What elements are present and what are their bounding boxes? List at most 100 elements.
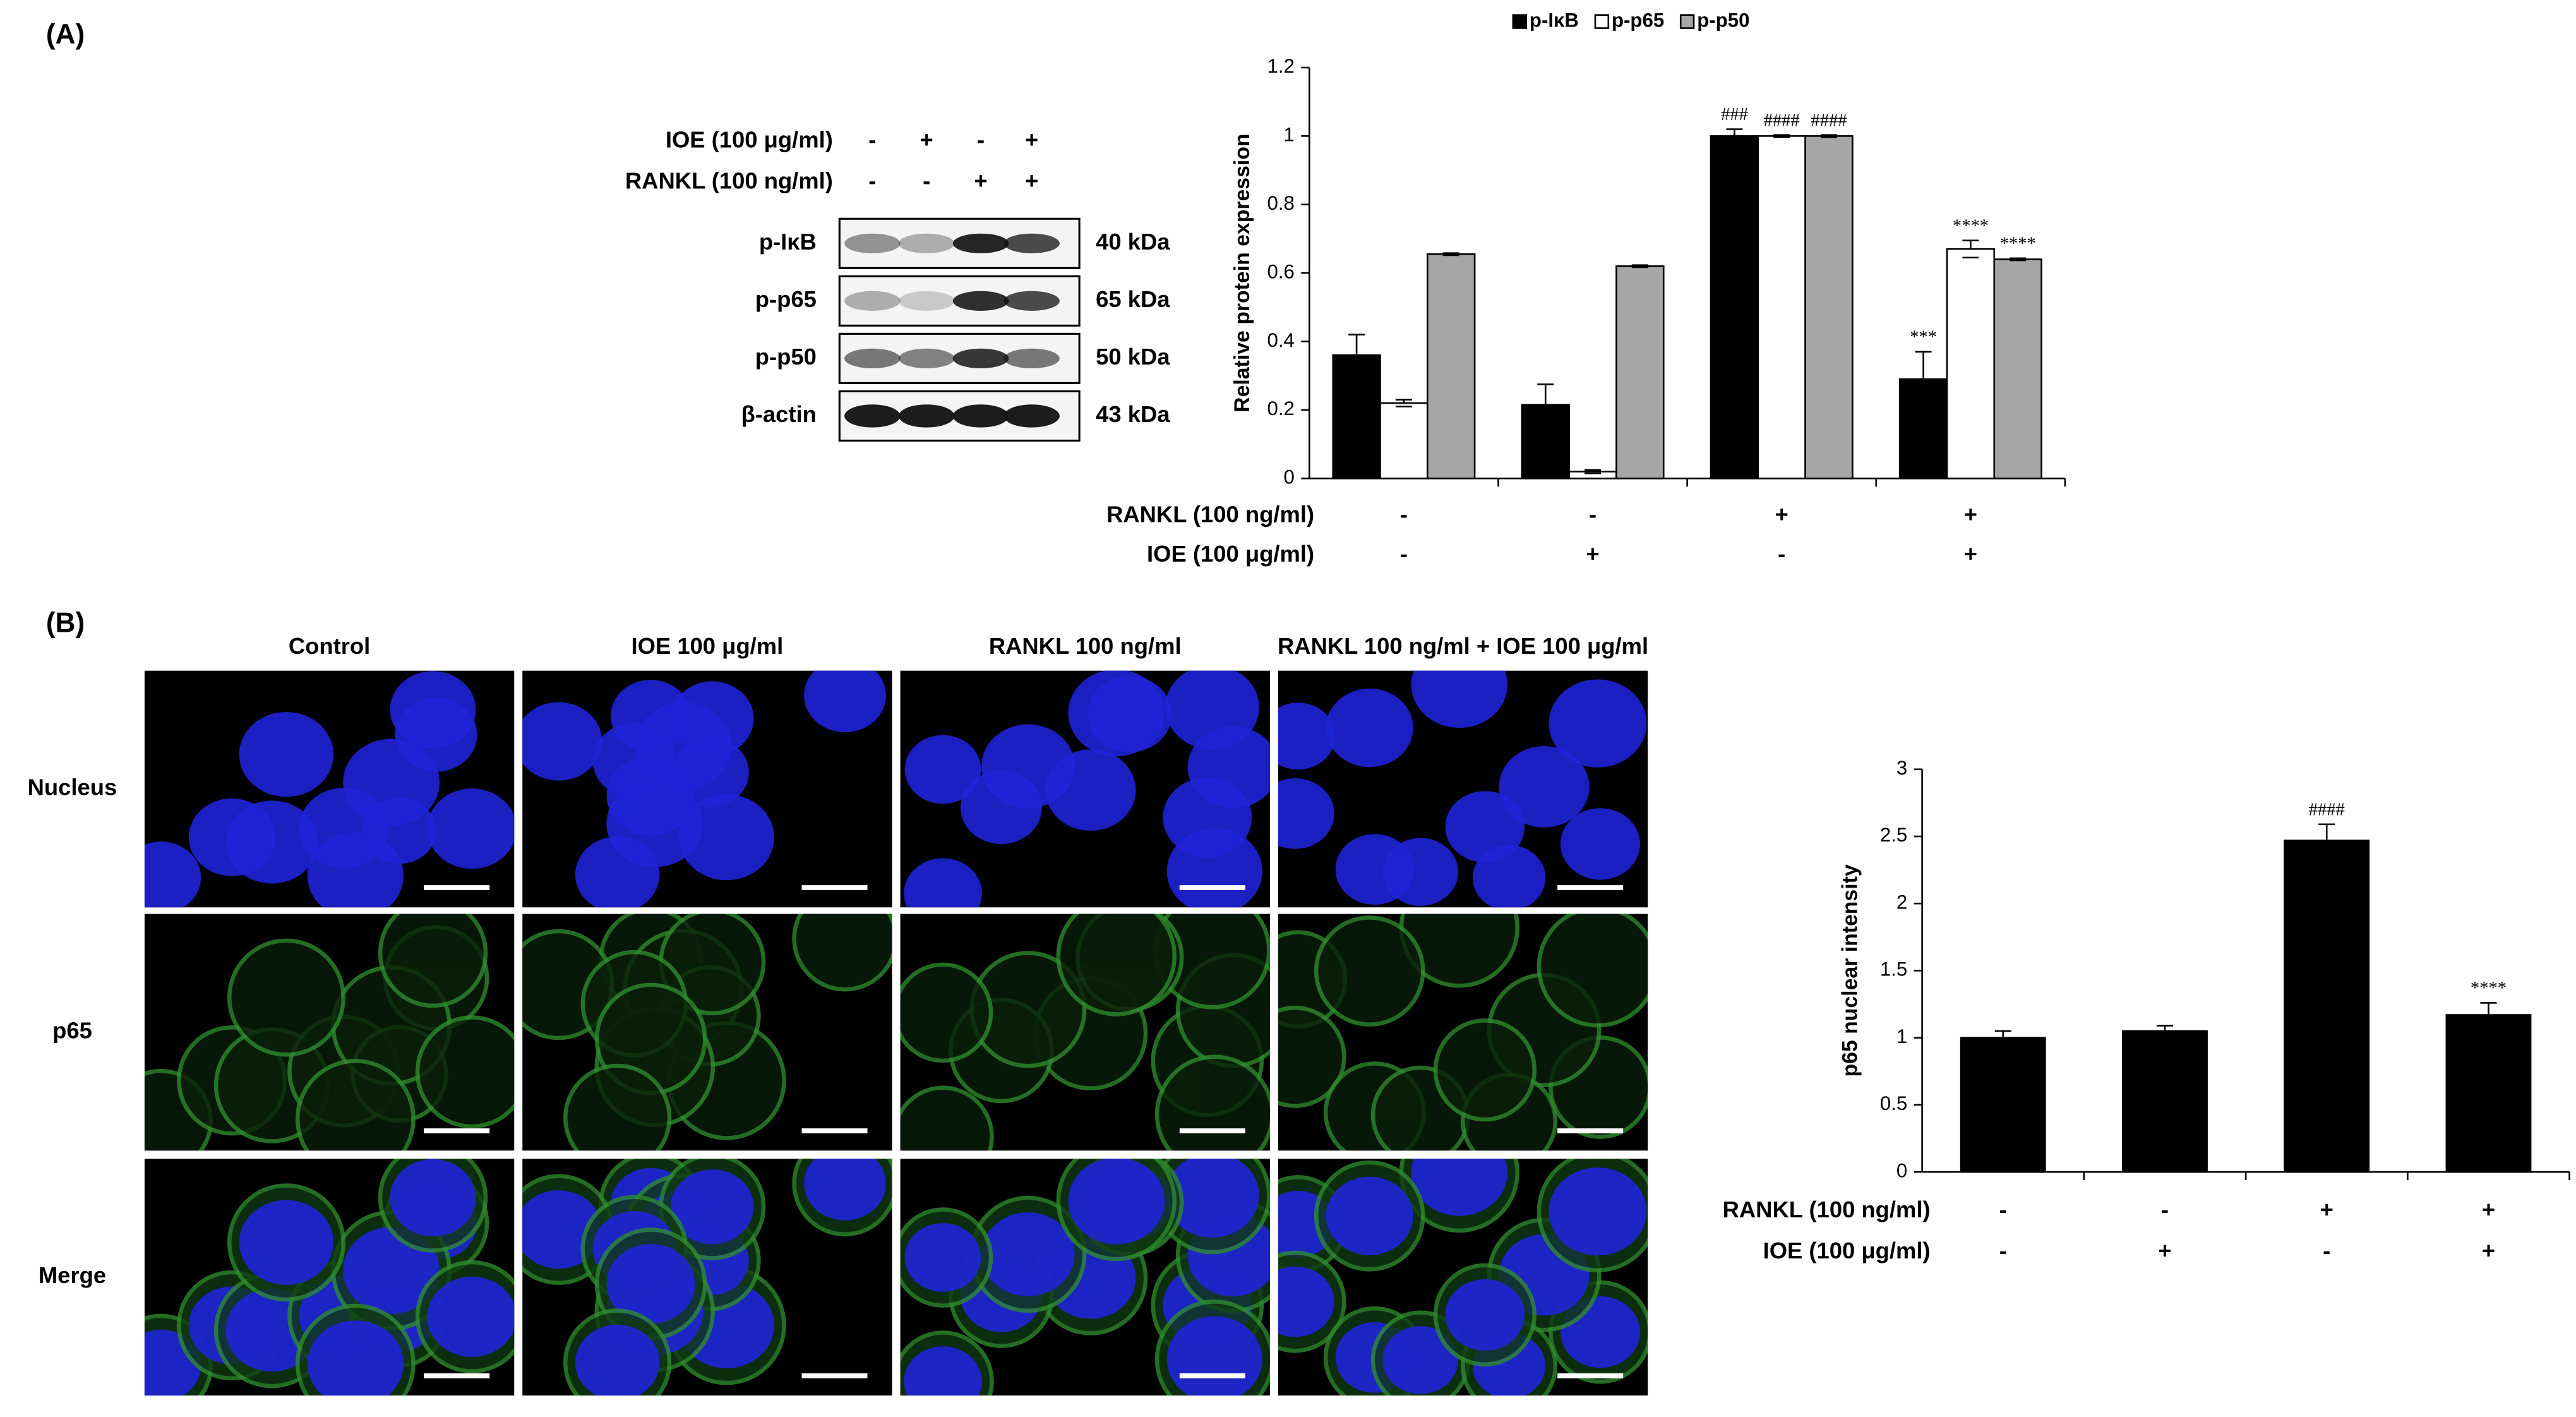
cytoplasm — [1314, 915, 1425, 1027]
cells — [522, 914, 892, 1151]
error-bar — [2156, 1025, 2174, 1037]
nucleus — [981, 724, 1075, 809]
condition-sign: - — [1400, 502, 1408, 528]
condition-sign: + — [2158, 1238, 2171, 1263]
cytoplasm — [900, 962, 993, 1063]
row-label: Merge — [39, 1262, 106, 1288]
cells — [144, 671, 515, 908]
cytoplasm — [1056, 914, 1177, 1016]
error-bar — [1994, 1030, 2011, 1046]
significance: **** — [1953, 216, 1989, 236]
bar — [1960, 1037, 2046, 1173]
y-tick-label: 1.2 — [1267, 55, 1295, 77]
condition-sign: + — [1964, 502, 1977, 528]
significance: #### — [1811, 111, 1847, 130]
nucleus — [427, 1276, 515, 1357]
cells — [900, 1159, 1270, 1396]
cytoplasm — [378, 914, 488, 1008]
cytoplasm — [1537, 914, 1648, 1028]
nucleus — [390, 671, 476, 749]
y-tick-label: 0.4 — [1267, 329, 1295, 351]
nucleus — [307, 1320, 404, 1396]
bar — [2445, 1014, 2532, 1173]
nucleus — [1165, 1159, 1259, 1238]
blot-band — [844, 233, 901, 253]
treatment-sign: + — [1025, 168, 1038, 194]
blot-band — [844, 291, 901, 311]
significance: **** — [2000, 234, 2036, 254]
error-bar — [1915, 351, 1932, 407]
nucleus — [1166, 1316, 1262, 1396]
cytoplasm — [1278, 1005, 1346, 1108]
nucleus — [671, 681, 754, 756]
condition-sign: - — [1778, 541, 1785, 567]
significance: ### — [1721, 105, 1748, 124]
nucleus — [1326, 1176, 1413, 1255]
bar — [2122, 1030, 2208, 1173]
condition-sign: - — [1999, 1238, 2007, 1263]
nucleus — [804, 1159, 886, 1221]
treatment-sign: - — [977, 127, 985, 153]
nucleus — [1382, 1326, 1459, 1394]
blot-band — [1003, 348, 1060, 369]
bar — [1332, 354, 1381, 479]
nucleus — [1326, 688, 1413, 768]
significance: *** — [1910, 328, 1937, 347]
error-bar — [2318, 823, 2335, 858]
legend-label: p-p50 — [1697, 9, 1749, 31]
nucleus — [1165, 670, 1259, 750]
condition-sign: - — [1999, 1197, 2007, 1222]
error-bar — [1631, 264, 1648, 268]
bar — [1757, 135, 1806, 479]
error-bar — [1585, 469, 1602, 474]
band-label: p-IκB — [759, 229, 817, 255]
panel-label: (A) — [46, 19, 85, 50]
nucleus — [239, 711, 334, 797]
blot-band — [1003, 233, 1060, 253]
column-title: RANKL 100 ng/ml — [989, 633, 1182, 659]
treatment-label: IOE (100 μg/ml) — [666, 127, 833, 153]
y-axis-label: p65 nuclear intensity — [1838, 864, 1862, 1076]
cytoplasm — [792, 914, 892, 992]
blot-band — [898, 404, 955, 428]
column-title: IOE 100 μg/ml — [631, 633, 783, 659]
condition-label: IOE (100 μg/ml) — [1147, 541, 1314, 567]
condition-sign: - — [1589, 502, 1597, 528]
y-tick-label: 1 — [1284, 124, 1295, 146]
bar — [1804, 135, 1854, 479]
row-label: Nucleus — [28, 775, 117, 800]
error-bar — [1726, 128, 1743, 144]
cytoplasm — [900, 1085, 994, 1151]
y-tick-label: 0 — [1284, 466, 1295, 488]
nucleus — [239, 1200, 334, 1285]
blot-band — [844, 404, 901, 428]
nucleus — [904, 1346, 982, 1396]
bar — [1379, 402, 1429, 479]
condition-sign: + — [2482, 1238, 2495, 1263]
nucleus — [307, 832, 404, 908]
nucleus — [225, 800, 318, 884]
cells — [900, 914, 1270, 1151]
error-bar — [1821, 134, 1838, 138]
y-tick-label: 2 — [1896, 891, 1907, 913]
nucleus — [678, 794, 774, 881]
nucleus — [804, 670, 886, 733]
cells — [144, 1159, 515, 1396]
cytoplasm — [227, 938, 345, 1057]
nucleus — [1499, 746, 1590, 828]
error-bar — [1395, 399, 1412, 407]
condition-label: RANKL (100 ng/ml) — [1106, 502, 1314, 528]
y-tick-label: 2.5 — [1880, 824, 1907, 846]
cells — [144, 914, 515, 1151]
cells — [522, 670, 886, 908]
y-tick-label: 0.6 — [1267, 260, 1295, 282]
nucleus — [427, 788, 515, 869]
y-tick-label: 1 — [1896, 1025, 1907, 1047]
y-tick-label: 1.5 — [1880, 958, 1907, 980]
bar — [2284, 840, 2370, 1173]
condition-sign: + — [1586, 541, 1599, 567]
nucleus — [1278, 778, 1334, 849]
nucleus — [606, 1244, 695, 1324]
condition-sign: + — [2482, 1197, 2495, 1222]
